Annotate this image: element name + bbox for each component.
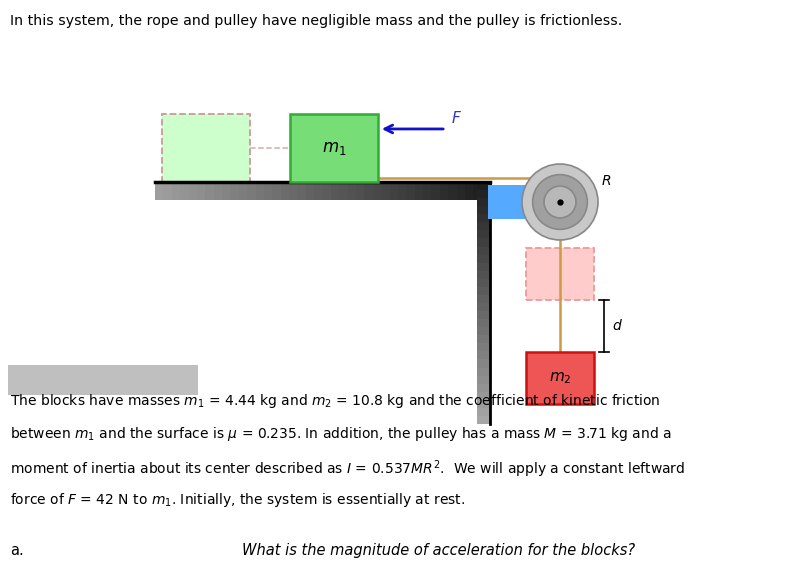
Bar bbox=[477, 343, 490, 351]
Bar bbox=[281, 182, 290, 200]
Bar bbox=[477, 375, 490, 384]
Bar bbox=[477, 407, 490, 416]
Bar bbox=[171, 182, 180, 200]
Bar bbox=[477, 254, 490, 263]
Bar bbox=[477, 270, 490, 279]
Bar bbox=[331, 182, 340, 200]
Bar bbox=[477, 295, 490, 303]
Bar bbox=[477, 311, 490, 319]
Bar bbox=[477, 262, 490, 271]
Bar bbox=[477, 206, 490, 214]
Bar bbox=[373, 182, 382, 200]
Bar bbox=[314, 182, 323, 200]
Bar bbox=[272, 182, 281, 200]
Text: between $\mathit{m}_1$ and the surface is $\mathit{\mu}$ = 0.235. In addition, t: between $\mathit{m}_1$ and the surface i… bbox=[10, 425, 672, 443]
Bar bbox=[415, 182, 423, 200]
Bar bbox=[477, 327, 490, 335]
Bar bbox=[477, 383, 490, 392]
Bar bbox=[247, 182, 256, 200]
Bar bbox=[289, 182, 298, 200]
Bar bbox=[180, 182, 189, 200]
Text: The blocks have masses $\mathit{m}_1$ = 4.44 kg and $\mathit{m}_2$ = 10.8 kg and: The blocks have masses $\mathit{m}_1$ = … bbox=[10, 392, 661, 410]
Circle shape bbox=[533, 174, 588, 229]
Bar bbox=[306, 182, 315, 200]
Text: $m_1$: $m_1$ bbox=[322, 139, 346, 157]
Bar bbox=[477, 303, 490, 311]
Text: moment of inertia about its center described as $\mathit{I}$ = 0.537$\mathit{MR}: moment of inertia about its center descr… bbox=[10, 458, 686, 480]
Bar bbox=[477, 359, 490, 368]
Bar bbox=[365, 182, 374, 200]
Bar bbox=[488, 185, 538, 219]
Bar bbox=[477, 287, 490, 295]
Circle shape bbox=[544, 186, 576, 218]
Bar bbox=[477, 399, 490, 408]
Bar bbox=[188, 182, 197, 200]
Text: $F$: $F$ bbox=[451, 110, 462, 126]
Bar bbox=[477, 238, 490, 247]
Bar bbox=[290, 114, 378, 182]
Bar bbox=[526, 248, 594, 300]
Bar bbox=[163, 182, 172, 200]
Bar bbox=[348, 182, 357, 200]
Bar bbox=[481, 182, 490, 200]
Bar bbox=[323, 182, 332, 200]
Bar bbox=[297, 182, 306, 200]
Bar bbox=[197, 182, 206, 200]
Bar bbox=[213, 182, 222, 200]
Bar bbox=[431, 182, 440, 200]
Text: $m_2$: $m_2$ bbox=[549, 370, 572, 386]
Bar bbox=[162, 114, 250, 182]
Bar bbox=[464, 182, 474, 200]
Bar bbox=[264, 182, 273, 200]
Bar bbox=[477, 335, 490, 343]
Bar bbox=[155, 182, 164, 200]
Text: $R$: $R$ bbox=[601, 174, 611, 188]
Bar bbox=[526, 352, 594, 404]
Text: a.: a. bbox=[10, 543, 24, 558]
Bar bbox=[477, 246, 490, 255]
Bar bbox=[477, 279, 490, 287]
Text: What is the magnitude of acceleration for the blocks?: What is the magnitude of acceleration fo… bbox=[242, 543, 634, 558]
Bar bbox=[477, 391, 490, 400]
Bar bbox=[398, 182, 407, 200]
Bar bbox=[423, 182, 431, 200]
Bar bbox=[477, 222, 490, 231]
Text: $d$: $d$ bbox=[612, 319, 623, 333]
Bar bbox=[477, 230, 490, 239]
Bar bbox=[222, 182, 231, 200]
Bar bbox=[356, 182, 365, 200]
Bar bbox=[477, 214, 490, 223]
Bar bbox=[477, 415, 490, 424]
Bar bbox=[477, 198, 490, 206]
Bar bbox=[477, 181, 490, 190]
Text: force of $\mathit{F}$ = 42 N to $\mathit{m}_1$. Initially, the system is essenti: force of $\mathit{F}$ = 42 N to $\mathit… bbox=[10, 491, 465, 509]
Bar bbox=[339, 182, 348, 200]
Bar bbox=[381, 182, 390, 200]
Bar bbox=[477, 319, 490, 327]
Bar bbox=[407, 182, 415, 200]
Text: In this system, the rope and pulley have negligible mass and the pulley is frict: In this system, the rope and pulley have… bbox=[10, 14, 623, 28]
Bar bbox=[239, 182, 248, 200]
Bar bbox=[230, 182, 239, 200]
Bar bbox=[205, 182, 214, 200]
Bar bbox=[448, 182, 457, 200]
Bar bbox=[473, 182, 482, 200]
Bar bbox=[477, 189, 490, 198]
Bar bbox=[440, 182, 448, 200]
Circle shape bbox=[522, 164, 598, 240]
Bar bbox=[477, 367, 490, 376]
Bar bbox=[390, 182, 398, 200]
Bar bbox=[477, 351, 490, 359]
Bar bbox=[456, 182, 465, 200]
Bar bbox=[255, 182, 264, 200]
